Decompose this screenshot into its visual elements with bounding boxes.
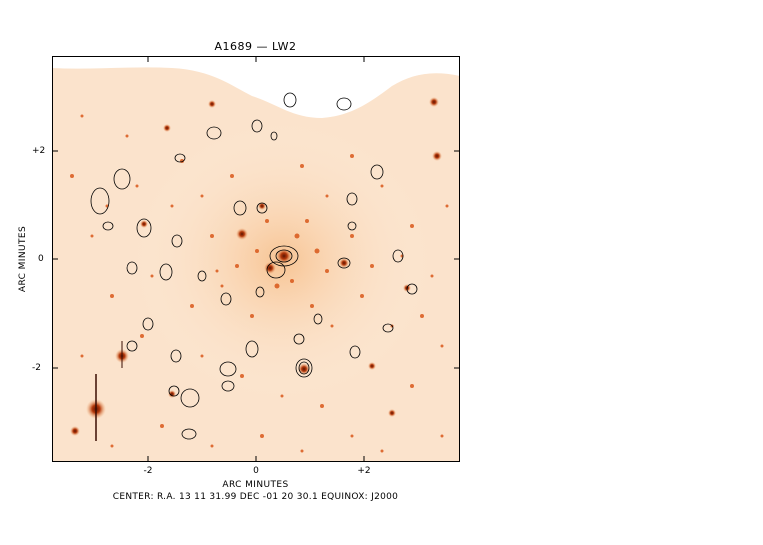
y-tick-label: -2 xyxy=(32,363,41,373)
y-axis-title: ARC MINUTES xyxy=(18,225,29,293)
tick-marks xyxy=(52,56,460,462)
blank-region xyxy=(52,56,460,118)
y-tick-label: +2 xyxy=(32,146,46,156)
x-axis-title: ARC MINUTES xyxy=(222,480,289,490)
x-tick-label: 0 xyxy=(253,466,259,476)
astronomical-image xyxy=(52,56,460,462)
bright-stars xyxy=(70,97,442,441)
x-tick-label: -2 xyxy=(143,466,153,476)
center-coordinates-caption: CENTER: R.A. 13 11 31.99 DEC -01 20 30.1… xyxy=(112,492,399,502)
contours xyxy=(90,92,418,440)
figure-title: A1689 — LW2 xyxy=(214,40,297,53)
y-tick-label: 0 xyxy=(38,254,44,264)
x-tick-label: +2 xyxy=(357,466,371,476)
faint-sources xyxy=(70,114,449,453)
